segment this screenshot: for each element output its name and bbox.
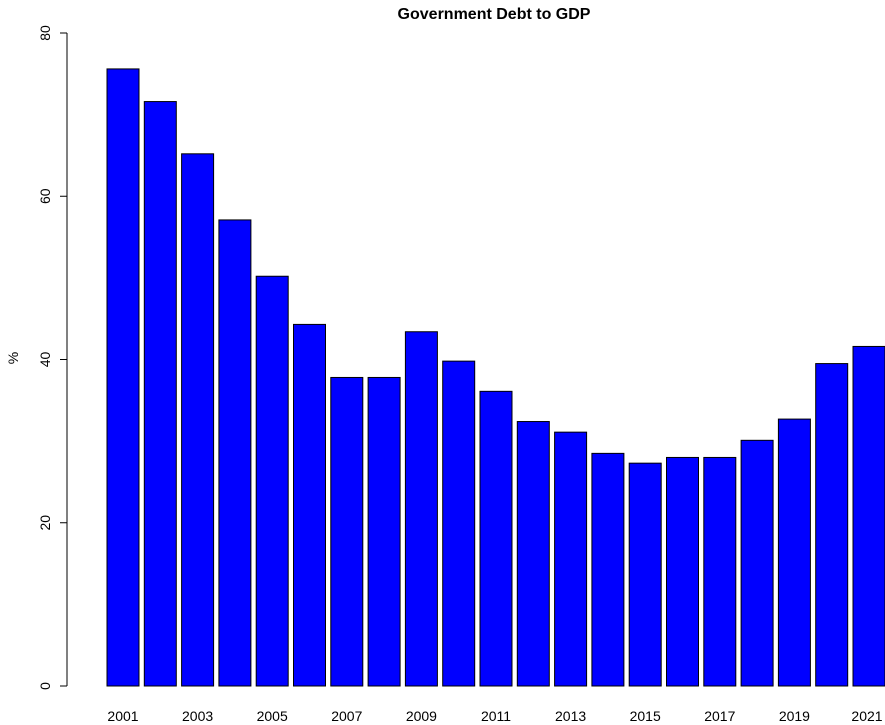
bar-2009 bbox=[404, 331, 438, 687]
x-tick-label: 2011 bbox=[481, 708, 511, 724]
bar-2014 bbox=[591, 452, 625, 687]
chart-title: Government Debt to GDP bbox=[398, 6, 591, 23]
y-tick-label: 80 bbox=[37, 25, 53, 41]
x-tick-label: 2009 bbox=[406, 708, 437, 724]
x-tick-label: 2007 bbox=[331, 708, 362, 724]
bar-2005 bbox=[255, 275, 289, 687]
x-tick-label: 2017 bbox=[704, 708, 735, 724]
bar-2003 bbox=[181, 153, 215, 687]
bar-2001 bbox=[106, 68, 140, 687]
x-tick-label: 2003 bbox=[182, 708, 213, 724]
x-tick-label: 2005 bbox=[257, 708, 288, 724]
y-tick-label: 20 bbox=[37, 515, 53, 531]
y-axis: 0 20 40 60 80 bbox=[37, 25, 68, 690]
x-tick-labels: 2001 2003 2005 2007 2009 2011 2013 2015 2017 2019… bbox=[107, 708, 882, 724]
bar-2007 bbox=[330, 376, 364, 687]
y-axis-label: % bbox=[5, 352, 21, 364]
x-tick-label: 2019 bbox=[779, 708, 810, 724]
bar-2002 bbox=[143, 101, 177, 687]
bars-group bbox=[106, 68, 885, 687]
x-tick-label: 2013 bbox=[555, 708, 586, 724]
bar-2016 bbox=[666, 456, 699, 687]
y-tick-label: 0 bbox=[37, 682, 53, 690]
bar-2004 bbox=[218, 219, 252, 687]
bar-2006 bbox=[293, 323, 326, 687]
x-tick-label: 2015 bbox=[630, 708, 661, 724]
bar-2017 bbox=[703, 456, 737, 687]
bar-2021 bbox=[852, 345, 885, 687]
bar-2015 bbox=[628, 462, 662, 687]
x-tick-label: 2001 bbox=[107, 708, 138, 724]
bar-2013 bbox=[554, 431, 588, 687]
bar-2019 bbox=[777, 418, 811, 687]
x-tick-label: 2021 bbox=[851, 708, 882, 724]
bar-2018 bbox=[740, 439, 774, 687]
bar-2008 bbox=[367, 376, 401, 687]
bar-2012 bbox=[516, 421, 550, 687]
bar-2020 bbox=[815, 363, 849, 687]
y-tick-label: 40 bbox=[37, 352, 53, 368]
bar-2011 bbox=[479, 390, 513, 687]
bar-2010 bbox=[442, 360, 476, 687]
y-tick-label: 60 bbox=[37, 188, 53, 204]
